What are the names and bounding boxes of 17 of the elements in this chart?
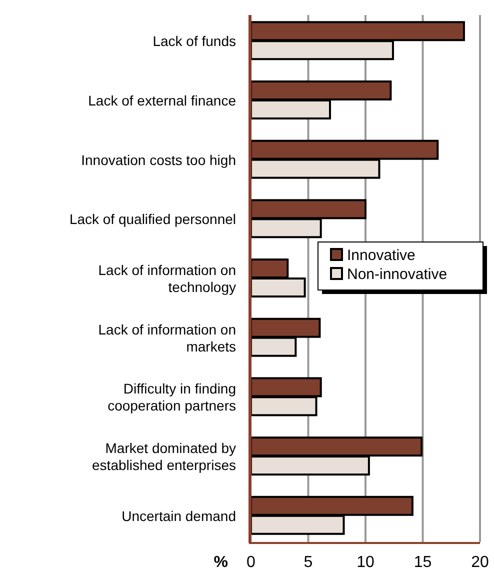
y-tick-label: Market dominated by established enterprises <box>92 440 236 474</box>
y-tick-label: Lack of information on markets <box>98 321 236 354</box>
y-tick-label: Innovation costs too high <box>81 152 236 168</box>
y-tick-label: Uncertain demand <box>122 508 236 524</box>
legend-label: Non-innovative <box>347 266 448 283</box>
y-tick-label: Lack of funds <box>152 33 236 50</box>
x-axis-title: % <box>214 554 228 571</box>
x-tick-label: 15 <box>414 554 432 571</box>
y-tick-label: Lack of external finance <box>88 92 236 108</box>
legend-label: Innovative <box>347 247 416 264</box>
y-tick-label: Lack of information on technology <box>98 262 236 295</box>
y-tick-label: Lack of qualified personnel <box>69 211 236 228</box>
x-tick-label: 20 <box>471 554 489 571</box>
y-tick-label: Difficulty in finding cooperation partners <box>108 380 236 414</box>
x-tick-label: 10 <box>356 554 374 571</box>
x-tick-label: 5 <box>304 554 313 571</box>
x-tick-label: 0 <box>246 554 256 571</box>
